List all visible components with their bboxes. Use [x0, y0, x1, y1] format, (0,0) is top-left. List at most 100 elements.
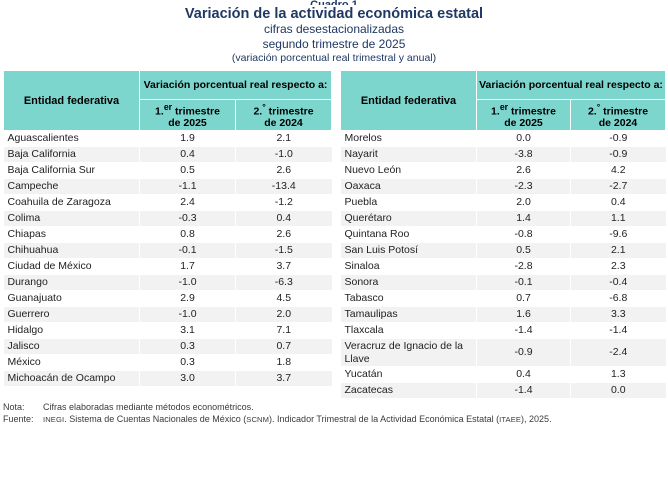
table-row: Chihuahua -0.1 -1.5: [3, 242, 332, 259]
left-table-body: Aguascalientes 1.9 2.1 Baja California 0.4 -1…: [3, 130, 332, 387]
cell-entity-name: Aguascalientes: [3, 130, 140, 147]
table-row: Veracruz de Ignacio de la Llave -0.9 -2.4: [340, 338, 666, 367]
table-row: Chiapas 0.8 2.6: [3, 226, 332, 243]
cell-entity-name: Guerrero: [3, 306, 140, 323]
cell-q1-2025: -0.3: [139, 210, 236, 227]
cell-entity-name: Zacatecas: [340, 382, 477, 399]
cell-entity-name: San Luis Potosí: [340, 242, 477, 259]
table-row: Baja California Sur 0.5 2.6: [3, 162, 332, 179]
cell-q1-2025: -1.1: [139, 178, 236, 195]
cell-entity-name: Colima: [3, 210, 140, 227]
cell-q2-2024: 0.4: [234, 210, 332, 227]
table-row: Baja California 0.4 -1.0: [3, 146, 332, 163]
cell-entity-name: Hidalgo: [3, 322, 140, 339]
cell-entity-name: Morelos: [340, 130, 477, 147]
cell-q1-2025: 0.3: [139, 338, 236, 355]
q2-prefix: 2.: [253, 105, 263, 118]
cell-entity-name: Campeche: [3, 178, 140, 195]
cell-q1-2025: 1.9: [139, 130, 236, 147]
q2-year: de 2024: [598, 117, 638, 130]
cell-entity-name: Chiapas: [3, 226, 140, 243]
cell-q2-2024: -6.3: [234, 274, 332, 291]
cell-q2-2024: -1.5: [234, 242, 332, 259]
cell-q1-2025: 2.0: [476, 194, 571, 211]
cell-q2-2024: -2.7: [569, 178, 666, 195]
cell-entity-name: Veracruz de Ignacio de la Llave: [340, 338, 477, 367]
table-row: Aguascalientes 1.9 2.1: [3, 130, 332, 147]
cell-entity-name: Yucatán: [340, 366, 477, 383]
q1-word: trimestre: [508, 105, 556, 118]
col-header-q1-2025: 1.er trimestre de 2025: [476, 99, 571, 131]
cell-q2-2024: 2.6: [234, 226, 332, 243]
col-header-q1-2025: 1.er trimestre de 2025: [139, 99, 236, 131]
cell-entity-name: Tlaxcala: [340, 322, 477, 339]
cell-q1-2025: 0.0: [476, 130, 571, 147]
tables-container: Entidad federativa Variación porcentual …: [0, 70, 668, 399]
source-itaee-pre: ). Indicador Trimestral de la Actividad …: [269, 413, 500, 424]
page-title: Variación de la actividad económica esta…: [184, 6, 484, 22]
table-row: Hidalgo 3.1 7.1: [3, 322, 332, 339]
cell-entity-name: Sonora: [340, 274, 477, 291]
table-row: Guerrero -1.0 2.0: [3, 306, 332, 323]
right-table-body: Morelos 0.0 -0.9 Nayarit -3.8 -0.9 Nuevo León 2…: [340, 130, 666, 399]
table-row: Quintana Roo -0.8 -9.6: [340, 226, 666, 243]
note-line: Nota: Cifras elaboradas mediante métodos …: [3, 402, 668, 414]
cell-q1-2025: -1.4: [476, 382, 571, 399]
table-row: San Luis Potosí 0.5 2.1: [340, 242, 666, 259]
q1-year: de 2025: [504, 117, 543, 130]
cell-entity-name: Nayarit: [340, 146, 477, 163]
table-row: Ciudad de México 1.7 3.7: [3, 258, 332, 275]
left-data-table: Entidad federativa Variación porcentual …: [3, 70, 333, 387]
cell-q1-2025: -1.0: [139, 306, 236, 323]
cell-q2-2024: 0.0: [569, 382, 666, 399]
cell-q1-2025: 2.9: [139, 290, 236, 307]
cell-q2-2024: -1.0: [234, 146, 332, 163]
cell-entity-name: México: [3, 354, 140, 371]
cell-q1-2025: 0.4: [139, 146, 236, 163]
source-itaee: ITAEE: [499, 414, 522, 424]
cell-q2-2024: -0.9: [569, 130, 666, 147]
col-header-q2-2024: 2.° trimestre de 2024: [569, 99, 667, 131]
table-row: Puebla 2.0 0.4: [340, 194, 666, 211]
subtitle-line-2: segundo trimestre de 2025: [262, 36, 406, 51]
cell-q2-2024: 1.1: [569, 210, 666, 227]
cell-q2-2024: 1.3: [569, 366, 666, 383]
table-row: Querétaro 1.4 1.1: [340, 210, 666, 227]
cell-q2-2024: 3.3: [569, 306, 666, 323]
subtitle-line-3: (variación porcentual real trimestral y …: [231, 52, 437, 64]
cell-q1-2025: 3.0: [139, 370, 236, 387]
right-data-table: Entidad federativa Variación porcentual …: [340, 70, 667, 399]
q1-prefix: 1.: [155, 105, 164, 118]
table-row: Sonora -0.1 -0.4: [340, 274, 666, 291]
table-row: Durango -1.0 -6.3: [3, 274, 332, 291]
cell-q2-2024: 2.0: [234, 306, 332, 323]
table-row: Oaxaca -2.3 -2.7: [340, 178, 666, 195]
cell-q2-2024: 2.3: [569, 258, 666, 275]
subtitle-line-1: cifras desestacionalizadas: [263, 22, 405, 36]
cell-q1-2025: -1.0: [139, 274, 236, 291]
cell-q1-2025: -0.1: [139, 242, 236, 259]
right-table-wrapper: Entidad federativa Variación porcentual …: [340, 70, 667, 399]
right-table-head: Entidad federativa Variación porcentual …: [340, 70, 667, 131]
cell-q1-2025: 0.4: [476, 366, 571, 383]
q1-superscript: er: [499, 101, 509, 112]
cell-q2-2024: 7.1: [234, 322, 332, 339]
cell-q1-2025: -0.9: [476, 338, 571, 367]
source-inegi: INEGI: [43, 414, 65, 424]
cell-q1-2025: -2.8: [476, 258, 571, 275]
cell-q1-2025: 1.7: [139, 258, 236, 275]
cell-q2-2024: 0.7: [234, 338, 332, 355]
source-year: ), 2025.: [521, 413, 552, 424]
table-row: Morelos 0.0 -0.9: [340, 130, 666, 147]
table-row: Yucatán 0.4 1.3: [340, 366, 666, 383]
cell-entity-name: Tabasco: [340, 290, 477, 307]
cell-q2-2024: 3.7: [234, 370, 332, 387]
col-header-q2-2024: 2.° trimestre de 2024: [234, 99, 333, 131]
cell-q1-2025: 3.1: [139, 322, 236, 339]
cell-q2-2024: -1.4: [569, 322, 666, 339]
header-row-group: Entidad federativa Variación porcentual …: [340, 70, 667, 131]
cell-q1-2025: 1.4: [476, 210, 571, 227]
table-row: México 0.3 1.8: [3, 354, 332, 371]
cell-q2-2024: 4.5: [234, 290, 332, 307]
